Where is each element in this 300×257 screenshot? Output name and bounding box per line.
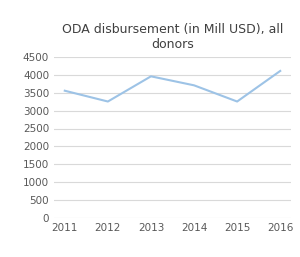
Title: ODA disbursement (in Mill USD), all
donors: ODA disbursement (in Mill USD), all dono… — [62, 23, 283, 51]
